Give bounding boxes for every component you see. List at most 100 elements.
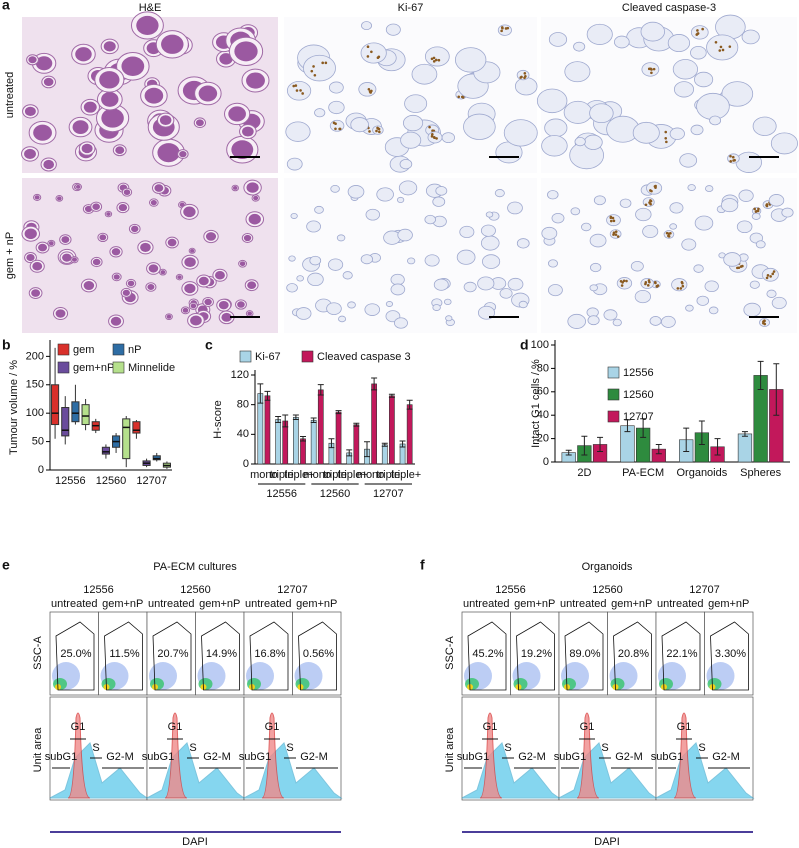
stain <box>650 71 653 75</box>
gate-value: 16.8% <box>254 648 285 660</box>
x-tick-label: triple+ <box>391 469 421 481</box>
error-bar <box>317 384 324 396</box>
cell <box>360 42 387 64</box>
stain <box>757 207 760 211</box>
cell <box>564 61 591 83</box>
cell <box>649 316 662 326</box>
y-tick-label: 80 <box>237 399 249 411</box>
phase-label: subG1 <box>457 751 489 763</box>
stain <box>648 201 651 204</box>
cell <box>328 81 344 94</box>
nucleus <box>43 159 55 170</box>
error-bar <box>371 377 378 391</box>
cell <box>573 41 586 52</box>
y-tick-label: 60 <box>537 386 549 398</box>
axis-label: Unit area <box>32 727 44 773</box>
stain <box>665 231 669 235</box>
stain <box>294 84 298 87</box>
cell <box>581 222 592 232</box>
x-tick-label: triple <box>376 469 400 481</box>
stain <box>620 284 624 287</box>
column-header: H&E <box>139 2 162 14</box>
error-bar <box>346 449 353 457</box>
cell <box>516 69 530 81</box>
cell <box>616 277 633 290</box>
x-tick-label: mono <box>303 469 331 481</box>
nucleus <box>183 206 196 218</box>
cell <box>360 254 374 265</box>
cell <box>771 296 787 309</box>
stain <box>649 199 652 202</box>
nucleus <box>182 307 189 313</box>
histogram-untreated <box>261 712 285 799</box>
phase-label: subG1 <box>554 751 586 763</box>
x-tick-label: triple+ <box>284 469 314 481</box>
axis-label: Unit area <box>444 727 456 773</box>
cell <box>743 302 761 317</box>
nucleus <box>215 271 225 280</box>
stain <box>718 49 722 52</box>
y-tick-label: 0 <box>38 464 44 476</box>
cell <box>285 121 311 142</box>
nucleus <box>136 15 159 35</box>
stain <box>428 125 431 129</box>
cell <box>314 108 326 118</box>
nucleus <box>231 140 254 160</box>
stain <box>299 89 302 92</box>
error-bar <box>381 442 388 447</box>
stain <box>301 92 304 95</box>
y-tick-label: 100 <box>26 407 44 419</box>
legend-label: 12560 <box>623 389 654 401</box>
nucleus <box>24 106 36 117</box>
nucleus <box>32 262 43 271</box>
cell <box>696 295 710 306</box>
stain <box>650 189 653 193</box>
nucleus <box>55 309 66 318</box>
stain <box>370 50 373 54</box>
panel-label: a <box>2 0 10 13</box>
cell <box>326 302 342 315</box>
box <box>81 404 90 426</box>
cell <box>770 132 798 155</box>
x-tick-label: Spheres <box>740 467 781 479</box>
condition-label: untreated <box>657 598 703 610</box>
cell <box>424 254 440 267</box>
panel-label: f <box>420 557 425 573</box>
nucleus <box>140 242 151 252</box>
stain <box>375 129 378 133</box>
cell <box>497 24 512 36</box>
cell <box>693 264 704 273</box>
cell <box>441 132 455 144</box>
stain <box>654 186 657 189</box>
nucleus <box>190 248 195 253</box>
bar <box>282 420 289 465</box>
bar <box>293 416 299 465</box>
stain <box>310 69 314 73</box>
bar <box>317 389 324 465</box>
phase-label: S <box>92 742 99 754</box>
cell <box>706 34 739 61</box>
x-tick-label: PA-ECM <box>622 467 664 479</box>
cell <box>336 234 346 242</box>
nucleus <box>24 148 36 159</box>
legend-label: Minnelide <box>128 362 175 374</box>
cell <box>690 25 709 40</box>
cell <box>593 195 606 206</box>
nucleus <box>184 257 196 268</box>
cell <box>327 258 344 271</box>
cell <box>400 131 422 149</box>
y-axis-label: Intact G1 cells / % <box>530 359 542 448</box>
cell <box>290 213 298 219</box>
error-bar <box>328 438 335 449</box>
cell <box>286 283 298 293</box>
bar <box>335 411 342 465</box>
panel-label: d <box>520 337 529 353</box>
stain <box>368 130 371 133</box>
cell <box>574 136 586 147</box>
legend-swatch <box>607 410 620 423</box>
cell <box>342 271 353 280</box>
stain <box>432 136 436 139</box>
legend-swatch <box>607 366 620 379</box>
box <box>132 421 141 434</box>
stain <box>696 32 700 35</box>
